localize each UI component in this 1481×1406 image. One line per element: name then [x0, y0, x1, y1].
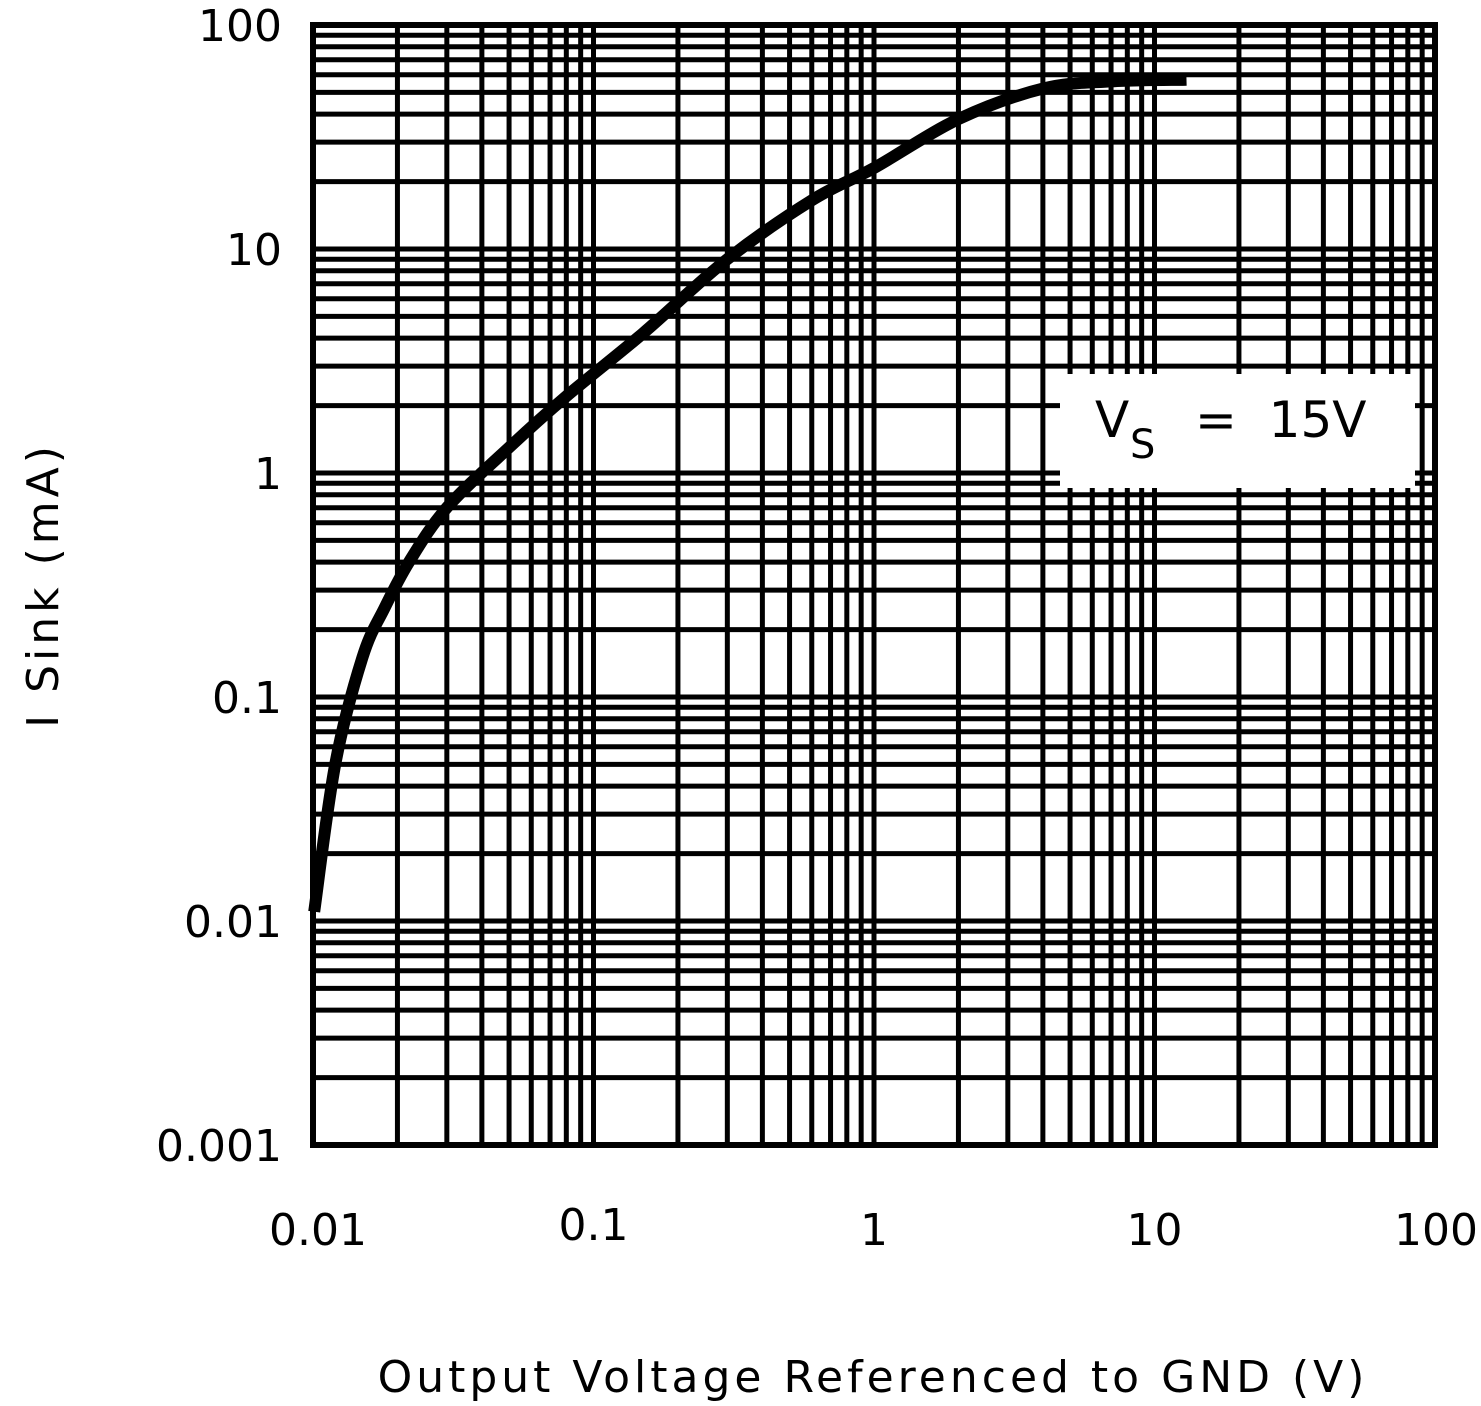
x-tick-labels: 0.01 0.1 1 10 100: [269, 1200, 1478, 1256]
annotation-vs: V S = 15V: [1060, 374, 1415, 488]
y-tick-label: 1: [254, 449, 282, 500]
y-tick-label: 100: [198, 1, 282, 52]
annotation-main: V: [1095, 391, 1129, 449]
x-tick-label: 1: [860, 1205, 888, 1256]
y-tick-labels: 0.001 0.01 0.1 1 10 100: [156, 1, 282, 1172]
annotation-subscript: S: [1130, 422, 1155, 468]
y-tick-label: 10: [226, 225, 282, 276]
y-tick-label: 0.001: [156, 1121, 282, 1172]
y-tick-label: 0.1: [212, 673, 282, 724]
grid-lines: [310, 25, 1435, 1148]
y-tick-label: 0.01: [184, 897, 282, 948]
x-tick-label: 100: [1394, 1205, 1478, 1256]
data-line: [308, 73, 1187, 913]
annotation-rest: = 15V: [1195, 391, 1367, 449]
y-axis-title: I Sink (mA): [18, 442, 69, 728]
x-tick-label: 10: [1127, 1205, 1183, 1256]
x-tick-label: 0.01: [269, 1205, 367, 1256]
plot-frame: [310, 22, 1438, 1148]
x-tick-label: 0.1: [559, 1200, 629, 1251]
x-axis-title: Output Voltage Referenced to GND (V): [378, 1352, 1369, 1403]
annotation-box: [1060, 374, 1415, 488]
